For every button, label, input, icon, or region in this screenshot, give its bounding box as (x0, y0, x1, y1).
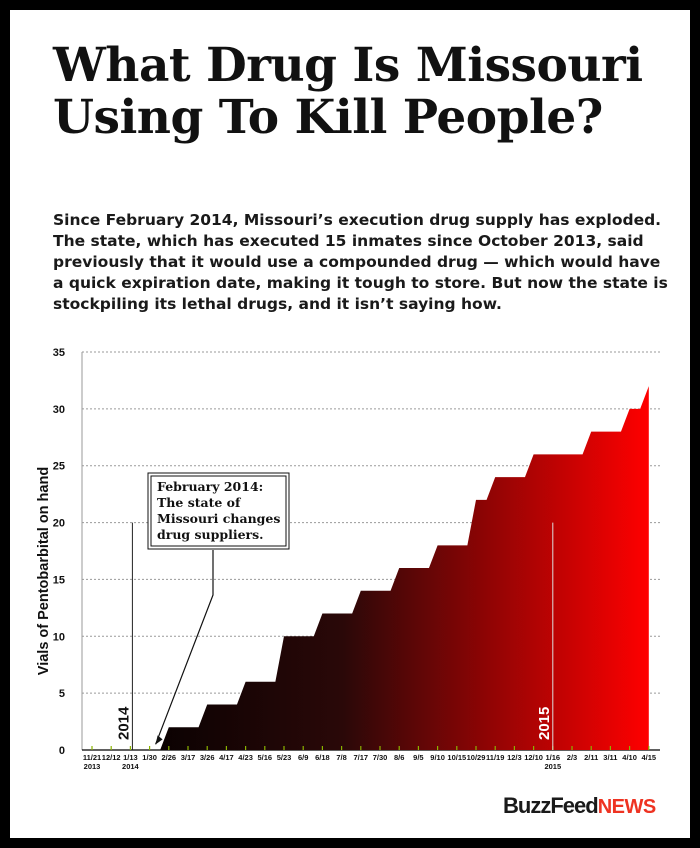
year-marker-label: 2015 (536, 707, 553, 740)
x-tick-label: 3/26 (200, 753, 215, 762)
x-tick-label: 10/29 (467, 753, 486, 762)
x-tick-label: 11/19 (486, 753, 504, 762)
x-tick-label: 7/30 (373, 753, 388, 762)
x-tick-label: 4/10 (622, 753, 637, 762)
x-tick-label: 7/8 (336, 753, 346, 762)
x-tick-label: 10/15 (447, 753, 466, 762)
buzzfeed-news-logo: BuzzFeedNEWS (503, 793, 656, 819)
x-tick-label: 2014 (122, 762, 140, 771)
page-title: What Drug Is Missouri Using To Kill Peop… (53, 38, 643, 145)
y-tick-label: 0 (59, 745, 65, 757)
x-tick-label: 11/21 (83, 753, 101, 762)
y-tick-label: 5 (59, 688, 65, 700)
x-tick-label: 1/30 (142, 753, 157, 762)
x-tick-label: 2/3 (567, 753, 577, 762)
x-tick-label: 4/15 (641, 753, 656, 762)
x-tick-label: 9/10 (430, 753, 445, 762)
x-tick-label: 5/23 (277, 753, 292, 762)
x-tick-label: 12/12 (102, 753, 121, 762)
annotation-text: February 2014: (157, 479, 263, 494)
year-marker-label: 2014 (115, 706, 132, 740)
infographic-panel: What Drug Is Missouri Using To Kill Peop… (10, 10, 690, 838)
y-tick-label: 15 (53, 574, 65, 586)
x-tick-label: 1/13 (123, 753, 138, 762)
x-tick-label: 3/11 (603, 753, 617, 762)
annotation-box-inner (150, 475, 287, 547)
x-tick-label: 6/18 (315, 753, 330, 762)
y-tick-label: 30 (53, 404, 65, 416)
x-tick-label: 2/11 (584, 753, 598, 762)
x-tick-label: 6/9 (298, 753, 308, 762)
y-tick-label: 25 (53, 461, 65, 473)
x-tick-label: 2015 (544, 762, 561, 771)
y-axis-title: Vials of Pentobarbital on hand (36, 467, 52, 675)
annotation-text: Missouri changes (157, 511, 280, 526)
x-tick-label: 4/23 (238, 753, 253, 762)
x-tick-label: 7/17 (353, 753, 368, 762)
intro-text: Since February 2014, Missouri’s executio… (53, 211, 668, 313)
brand-accent: NEWS (597, 796, 657, 818)
annotation-box (147, 472, 290, 550)
x-tick-label: 12/10 (524, 753, 543, 762)
annotation-leader (155, 550, 214, 745)
x-tick-label: 12/3 (507, 753, 522, 762)
data-area (92, 386, 649, 750)
x-tick-label: 9/5 (413, 753, 423, 762)
y-tick-label: 20 (53, 518, 65, 530)
annotation-text: The state of (157, 495, 242, 510)
x-tick-label: 4/17 (219, 753, 234, 762)
annotation-arrowhead (155, 735, 163, 745)
brand-main: BuzzFeed (503, 793, 599, 818)
annotation-text: drug suppliers. (157, 527, 264, 542)
x-tick-label: 1/16 (545, 753, 560, 762)
x-tick-label: 2013 (84, 762, 101, 771)
y-tick-label: 10 (53, 631, 65, 643)
y-tick-label: 35 (53, 347, 65, 359)
x-tick-label: 5/16 (257, 753, 272, 762)
x-tick-label: 2/26 (161, 753, 176, 762)
x-tick-label: 3/17 (181, 753, 196, 762)
x-tick-label: 8/6 (394, 753, 404, 762)
